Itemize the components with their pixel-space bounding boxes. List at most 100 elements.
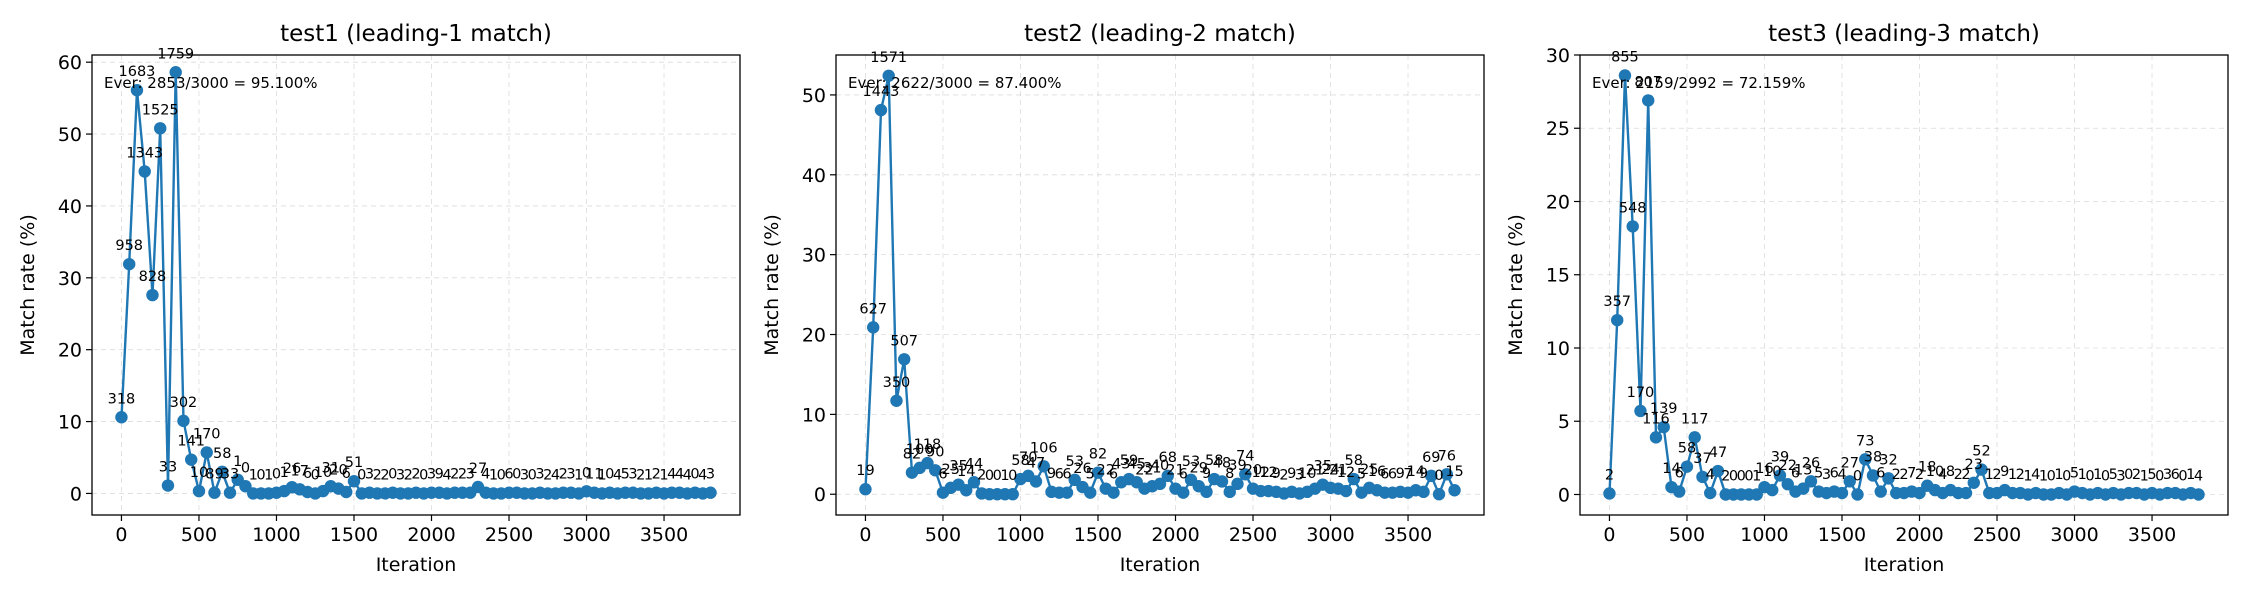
point-label: 1: [249, 467, 258, 483]
ever-annotation: Ever: 2622/3000 = 87.400%: [848, 74, 1062, 92]
point-label: 9: [1419, 466, 1428, 482]
y-tick-label: 10: [58, 412, 82, 434]
x-tick-label: 3500: [1384, 524, 1432, 546]
point-label: 4: [2194, 468, 2203, 484]
point-label: 0: [2085, 468, 2094, 484]
data-point: [874, 103, 888, 117]
chart-title: test2 (leading-2 match): [1024, 21, 1296, 47]
point-label: 74: [1236, 448, 1254, 464]
point-label: 6: [1055, 467, 1064, 483]
point-label: 3: [520, 467, 529, 483]
y-tick-label: 15: [1546, 265, 1570, 287]
point-label: 1: [2078, 467, 2087, 483]
point-label: 31: [322, 460, 340, 476]
point-label: 7: [1907, 466, 1916, 482]
axes-frame: [835, 54, 1485, 516]
point-label: 38: [1864, 449, 1882, 465]
axes-frame: [1579, 54, 2229, 516]
y-tick-label: 50: [58, 124, 82, 146]
point-label: 0: [1737, 468, 1746, 484]
point-label: 2: [450, 467, 459, 483]
point-label: 302: [170, 395, 198, 411]
point-label: 9: [1047, 466, 1056, 482]
point-label: 14: [1407, 464, 1425, 480]
point-label: 3: [396, 467, 405, 483]
point-label: 2: [1892, 467, 1901, 483]
point-label: 17: [291, 463, 309, 479]
point-label: 807: [1634, 74, 1662, 90]
point-label: 27: [469, 461, 487, 477]
data-point: [1231, 477, 1244, 491]
series-line: [864, 75, 1456, 498]
data-point: [1432, 488, 1446, 501]
data-point: [1239, 468, 1252, 481]
data-point: [1975, 463, 1988, 476]
point-label: 1: [2039, 468, 2048, 484]
point-label: 6: [1388, 467, 1397, 483]
point-label: 2: [404, 467, 413, 483]
x-tick-label: 1000: [996, 524, 1044, 546]
point-label: 0: [419, 467, 428, 483]
point-label: 39: [1771, 449, 1789, 465]
point-label: 1: [597, 467, 606, 483]
data-point: [890, 394, 903, 407]
point-label: 3: [706, 467, 715, 483]
point-label: 2: [1899, 467, 1908, 483]
point-label: 12: [1337, 465, 1355, 481]
point-label: 33: [159, 460, 177, 476]
point-label: 6: [1179, 467, 1188, 483]
data-point: [1626, 220, 1639, 233]
x-tick-label: 1000: [1740, 524, 1788, 546]
data-point: [1913, 486, 1926, 500]
point-label: 23: [1965, 457, 1983, 473]
y-tick-label: 10: [1546, 338, 1570, 360]
point-label: 0: [256, 467, 265, 483]
point-label: 4: [675, 467, 684, 483]
data-point: [1642, 94, 1655, 107]
data-point: [1804, 475, 1818, 488]
data-point: [1347, 472, 1360, 486]
point-label: 47: [1027, 455, 1045, 471]
y-tick-label: 0: [1558, 484, 1570, 506]
point-label: 19: [856, 463, 874, 479]
axes-frame: [91, 54, 741, 516]
y-tick-label: 60: [58, 52, 82, 74]
data-point: [1750, 488, 1763, 501]
point-label: 0: [497, 467, 506, 483]
point-label: 69: [1422, 450, 1440, 466]
x-axis-label: Iteration: [1864, 554, 1945, 576]
data-point: [882, 69, 895, 82]
point-label: 1759: [157, 46, 194, 62]
point-label: 4: [1706, 467, 1715, 483]
data-point: [130, 84, 144, 97]
y-tick-label: 20: [802, 325, 826, 347]
data-point: [1967, 476, 1980, 489]
point-label: 89: [205, 467, 223, 483]
point-label: 1525: [142, 102, 179, 118]
y-tick-label: 30: [802, 245, 826, 267]
point-label: 2: [2016, 467, 2025, 483]
y-tick-label: 20: [58, 340, 82, 362]
x-tick-label: 0: [1603, 524, 1615, 546]
point-label: 1: [574, 467, 583, 483]
data-point: [208, 486, 221, 499]
point-label: 6: [938, 467, 947, 483]
data-point: [1843, 475, 1856, 488]
point-label: 7: [1403, 467, 1412, 483]
point-label: 29: [1190, 460, 1208, 476]
y-axis-label: Match rate (%): [761, 214, 783, 356]
data-point: [967, 476, 981, 489]
point-label: 318: [108, 391, 136, 407]
point-label: 26: [283, 461, 301, 477]
point-label: 2: [652, 467, 661, 483]
x-tick-label: 3500: [2128, 524, 2176, 546]
point-label: 1: [659, 467, 668, 483]
point-label: 11: [585, 467, 603, 483]
point-label: 8: [1225, 466, 1234, 482]
point-label: 3: [427, 467, 436, 483]
point-label: 1683: [119, 64, 156, 80]
point-label: 2: [1954, 467, 1963, 483]
point-label: 2: [1961, 467, 1970, 483]
point-label: 20: [329, 463, 347, 479]
